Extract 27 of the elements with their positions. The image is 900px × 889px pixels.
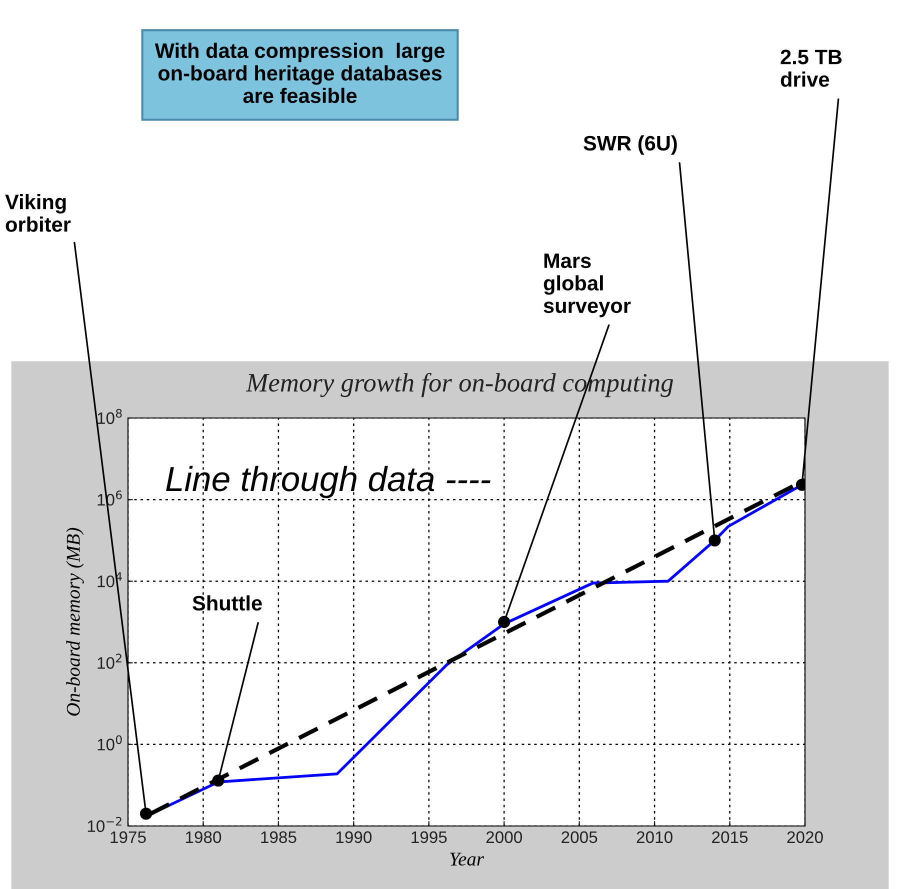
annotation: 2.5 TB drive <box>780 50 842 87</box>
x-tick-label: 1990 <box>336 831 372 844</box>
y-axis-title: On-board memory (MB) <box>66 528 84 716</box>
x-tick-label: 2005 <box>562 831 598 844</box>
x-tick-label: 2010 <box>636 831 672 844</box>
annotation: Line through data ---- <box>166 466 490 498</box>
x-tick-label: 1980 <box>186 831 222 844</box>
y-tick-label: 10$^{2}$ <box>98 654 122 669</box>
point <box>212 774 224 787</box>
annotation: Mars global surveyor <box>544 254 631 318</box>
x-tick-label: 2000 <box>486 831 522 844</box>
annotation: SWR (6U) <box>584 135 677 155</box>
point <box>498 616 510 628</box>
y-tick-label: 10$^{8}$ <box>98 408 122 424</box>
y-tick-label: 10$^{−2}$ <box>88 816 122 832</box>
annotation: Shuttle <box>192 595 262 611</box>
x-tick-label: 2020 <box>787 831 823 844</box>
x-tick-label: 1975 <box>110 831 146 844</box>
point <box>140 808 152 820</box>
point <box>708 534 721 546</box>
annotation: Viking orbiter <box>5 194 71 232</box>
text: With data compression large on-board heritage databases are feasible <box>154 42 444 104</box>
x-tick-label: 2015 <box>712 831 748 844</box>
x-tick-label: 1985 <box>261 831 296 844</box>
x-axis-title: Year <box>450 852 484 866</box>
x-tick-label: 1995 <box>412 831 447 844</box>
y-tick-label: 10$^{0}$ <box>98 735 122 750</box>
